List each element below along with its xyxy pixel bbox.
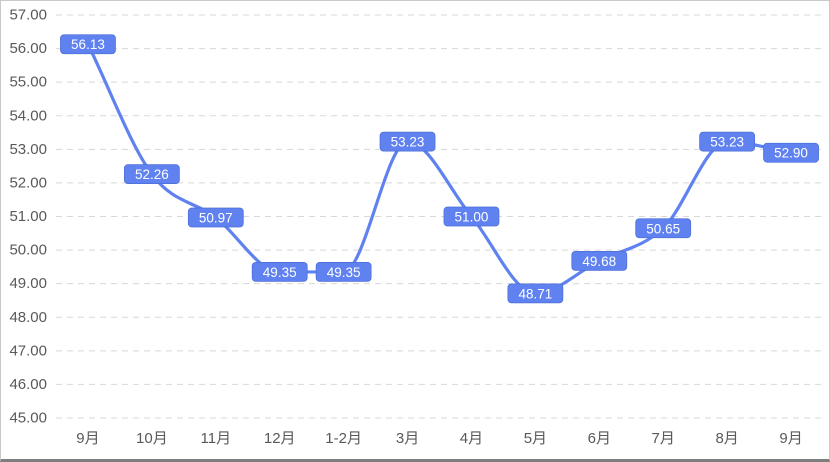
- x-tick-label: 9月: [76, 430, 99, 447]
- data-label-box: [379, 131, 436, 152]
- data-label-box: [60, 34, 116, 55]
- data-label: 53.23: [710, 135, 744, 150]
- y-tick-label: 51.00: [9, 208, 47, 225]
- data-label-box: [635, 218, 692, 239]
- x-tick-label: 5月: [524, 430, 547, 447]
- y-tick-label: 55.00: [9, 74, 47, 91]
- y-tick-label: 54.00: [9, 107, 47, 124]
- data-label-box: [124, 164, 180, 185]
- data-label: 49.35: [327, 265, 361, 280]
- y-tick-label: 47.00: [9, 342, 47, 359]
- data-label: 52.26: [135, 167, 169, 182]
- data-label: 50.97: [199, 211, 233, 226]
- y-tick-label: 45.00: [9, 410, 47, 427]
- y-tick-label: 56.00: [9, 40, 47, 57]
- data-label-box: [443, 206, 500, 227]
- y-tick-label: 46.00: [9, 376, 47, 393]
- data-label-box: [763, 142, 819, 163]
- y-tick-label: 50.00: [9, 242, 47, 259]
- data-label: 52.90: [774, 146, 808, 161]
- data-label: 56.13: [71, 37, 105, 52]
- x-tick-label: 11月: [201, 430, 232, 447]
- data-label: 53.23: [391, 135, 425, 150]
- data-label-box: [571, 250, 628, 271]
- y-tick-label: 48.00: [9, 309, 47, 326]
- x-tick-label: 7月: [652, 430, 675, 447]
- data-label: 51.00: [455, 210, 489, 225]
- data-label-box: [187, 207, 244, 228]
- data-label-box: [507, 283, 564, 304]
- x-tick-label: 6月: [588, 430, 611, 447]
- x-tick-label: 12月: [264, 430, 296, 447]
- y-tick-label: 57.00: [9, 7, 47, 24]
- data-label: 49.68: [582, 254, 616, 269]
- data-label-box: [315, 262, 372, 282]
- data-label: 49.35: [263, 265, 297, 280]
- data-label-box: [251, 262, 308, 282]
- y-tick-label: 53.00: [9, 141, 47, 158]
- x-tick-label: 1-2月: [325, 430, 362, 447]
- data-label-box: [699, 131, 755, 152]
- data-label: 48.71: [518, 286, 552, 301]
- x-tick-label: 3月: [396, 430, 419, 447]
- x-tick-label: 4月: [460, 430, 483, 447]
- x-tick-label: 8月: [715, 430, 738, 447]
- y-tick-label: 49.00: [9, 275, 47, 292]
- x-tick-label: 10月: [136, 430, 168, 447]
- series-line: [86, 42, 793, 296]
- y-tick-label: 52.00: [9, 174, 47, 191]
- data-label: 50.65: [646, 221, 680, 236]
- x-tick-label: 9月: [779, 430, 802, 447]
